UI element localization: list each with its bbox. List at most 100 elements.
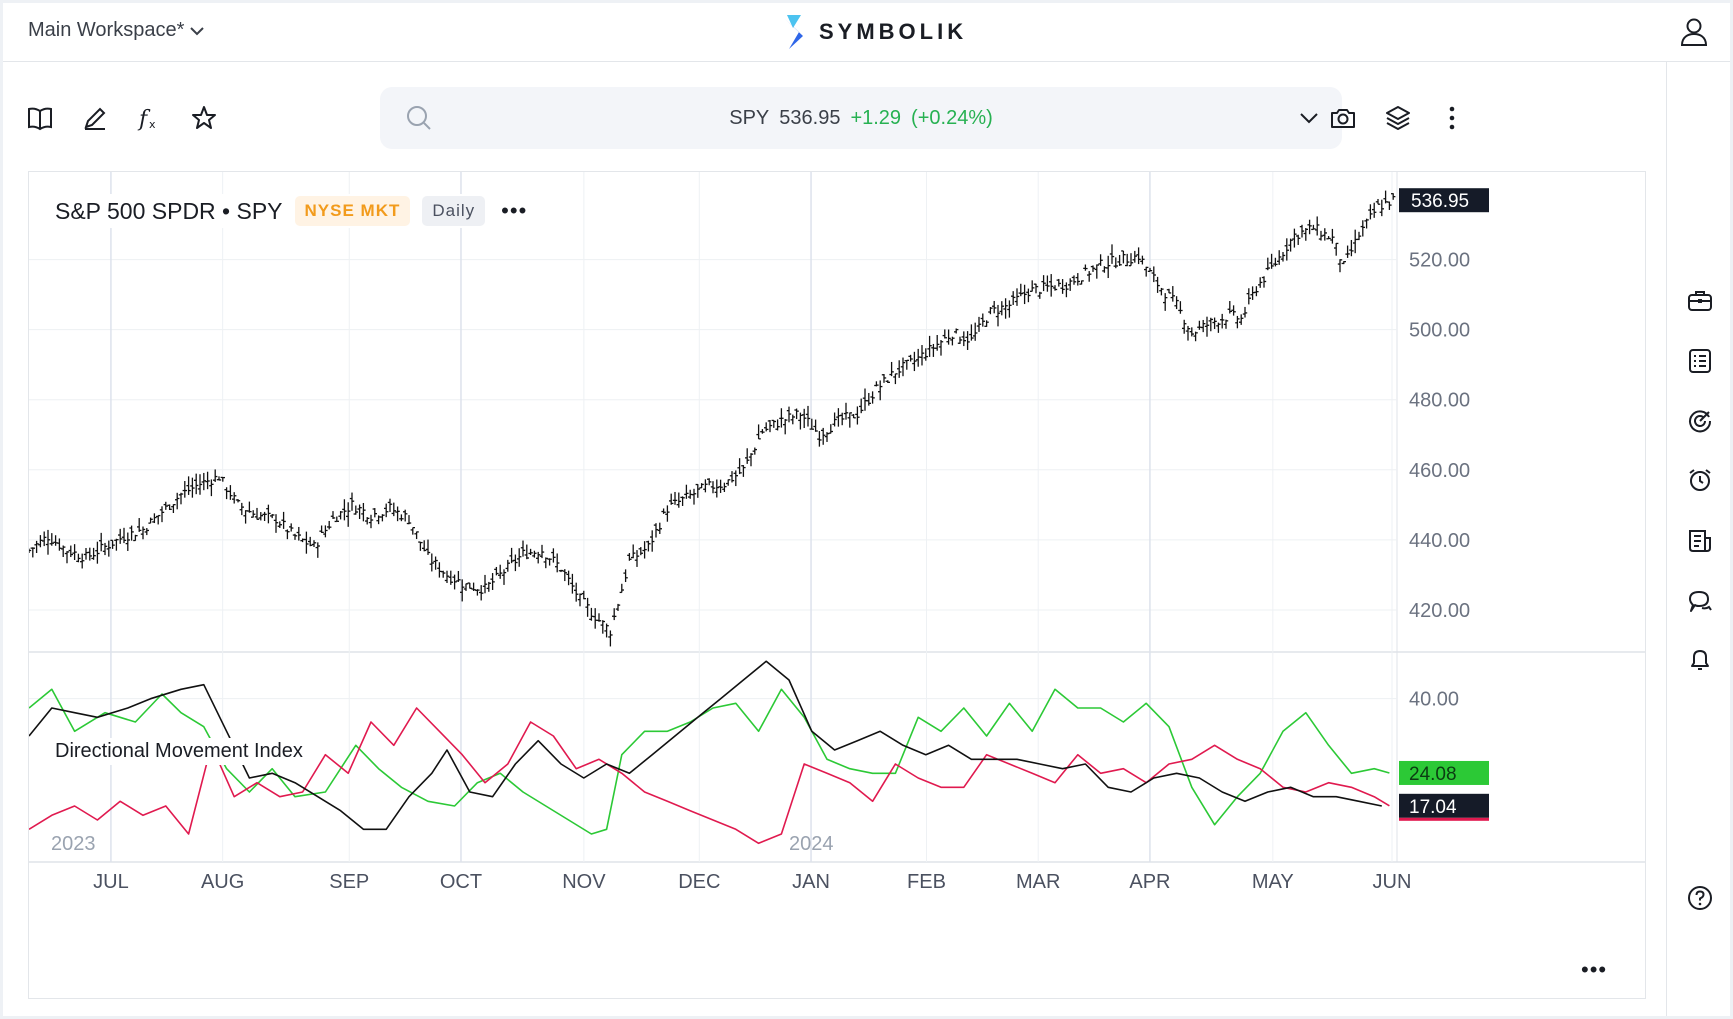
notifications-button[interactable]	[1687, 647, 1713, 673]
watchlist-panel-button[interactable]	[1687, 348, 1713, 374]
ohlc-bar	[482, 574, 488, 594]
ohlc-bar	[391, 502, 396, 517]
ohlc-bar	[262, 511, 267, 521]
draw-button[interactable]	[81, 104, 109, 132]
ohlc-bar	[786, 406, 792, 423]
ohlc-bar	[676, 492, 681, 508]
price-tick-label: 520.00	[1409, 250, 1470, 272]
ohlc-bar	[330, 511, 336, 519]
ohlc-bar	[536, 551, 541, 564]
ohlc-bar	[140, 526, 146, 540]
ohlc-bar	[1265, 257, 1270, 271]
chevron-down-icon	[190, 26, 205, 35]
ohlc-bar	[1094, 264, 1099, 279]
ohlc-bar	[327, 520, 332, 530]
ohlc-bar	[1337, 259, 1343, 273]
ohlc-bar	[501, 569, 507, 585]
ohlc-bar	[197, 474, 203, 495]
ohlc-bar	[121, 527, 127, 544]
ohlc-bar	[281, 511, 286, 529]
ohlc-bar	[463, 583, 469, 591]
last-price-badge	[1399, 188, 1489, 213]
ohlc-bar	[509, 547, 514, 564]
ohlc-bar	[368, 514, 374, 529]
ohlc-bar	[577, 593, 583, 607]
ohlc-bar	[889, 361, 894, 377]
ohlc-bar	[908, 354, 913, 362]
chat-button[interactable]	[1687, 588, 1713, 614]
ohlc-bar	[627, 553, 632, 561]
ohlc-bar	[931, 343, 936, 357]
ohlc-bar	[429, 553, 434, 572]
ohlc-bar	[156, 514, 161, 525]
ohlc-bar	[334, 516, 339, 523]
ohlc-bar	[612, 608, 617, 621]
symbol-search-bar[interactable]: SPY 536.95 +1.29 (+0.24%)	[380, 87, 1342, 149]
ohlc-bar	[984, 320, 989, 327]
ohlc-bar	[821, 427, 826, 445]
alerts-button[interactable]	[1687, 467, 1713, 493]
watchlist-button[interactable]	[190, 104, 218, 132]
x-tick-label: SEP	[329, 871, 369, 893]
ohlc-bar	[775, 419, 780, 431]
ohlc-bar	[707, 478, 712, 486]
ohlc-bar	[1353, 229, 1358, 254]
ohlc-bar	[479, 585, 484, 601]
ohlc-bar	[118, 528, 123, 544]
ohlc-bar	[308, 536, 313, 547]
ohlc-bar	[1090, 265, 1096, 272]
x-tick-label: MAR	[1016, 871, 1060, 893]
chevron-down-icon[interactable]	[1298, 107, 1320, 129]
ohlc-bar	[201, 472, 206, 491]
ohlc-bar	[638, 547, 643, 556]
ohlc-bar	[152, 513, 157, 524]
price-tick-label: 440.00	[1409, 530, 1470, 552]
ohlc-bar	[38, 535, 43, 548]
ohlc-bar	[437, 562, 442, 578]
ohlc-bar	[524, 544, 529, 560]
chart-canvas[interactable]: 520.00 500.00 480.00 460.00 440.00 420.00 40.0…	[29, 172, 1645, 998]
ohlc-bar	[304, 531, 309, 554]
ohlc-bar	[1071, 275, 1077, 285]
quote-change: +1.29	[850, 106, 902, 129]
dmi-tick-label: 40.00	[1409, 689, 1459, 711]
ohlc-bar	[486, 581, 491, 592]
ohlc-bar	[323, 525, 328, 538]
brand-name: SYMBOLIK	[819, 19, 968, 44]
axis-options-button[interactable]: •••	[1581, 957, 1608, 982]
workspace-selector[interactable]: Main Workspace*	[28, 19, 205, 42]
chart-options-button[interactable]: •••	[501, 198, 528, 223]
ohlc-bar	[292, 533, 298, 540]
user-account-button[interactable]	[1680, 17, 1708, 52]
ohlc-bar	[961, 331, 966, 347]
ohlc-bar	[513, 554, 518, 572]
ohlc-bar	[790, 414, 795, 425]
interval-badge[interactable]: Daily	[422, 196, 486, 226]
ohlc-bar	[1307, 219, 1312, 235]
more-options-button[interactable]	[1438, 104, 1466, 132]
ohlc-bar	[653, 523, 659, 538]
portfolio-button[interactable]	[1687, 288, 1713, 314]
ohlc-bar	[243, 510, 248, 524]
layers-button[interactable]	[1384, 104, 1412, 132]
ohlc-bar	[634, 550, 640, 567]
scanner-button[interactable]	[1687, 408, 1713, 434]
ohlc-bar	[688, 489, 693, 499]
ohlc-bar	[1117, 254, 1122, 266]
ohlc-bar	[76, 553, 81, 563]
help-button[interactable]	[1687, 885, 1713, 911]
ohlc-bar	[1106, 255, 1111, 279]
ohlc-bar	[771, 419, 776, 428]
ohlc-bar	[935, 334, 940, 351]
ohlc-bar	[809, 418, 814, 430]
ohlc-bar	[87, 547, 92, 561]
ohlc-bar	[756, 424, 761, 440]
library-button[interactable]	[26, 104, 54, 132]
news-button[interactable]	[1687, 528, 1713, 554]
ohlc-bar	[836, 408, 841, 427]
snapshot-button[interactable]	[1329, 104, 1357, 132]
chart-panel[interactable]: 520.00 500.00 480.00 460.00 440.00 420.00 40.0…	[28, 171, 1646, 999]
adx-badge-label: 17.04	[1409, 797, 1457, 818]
